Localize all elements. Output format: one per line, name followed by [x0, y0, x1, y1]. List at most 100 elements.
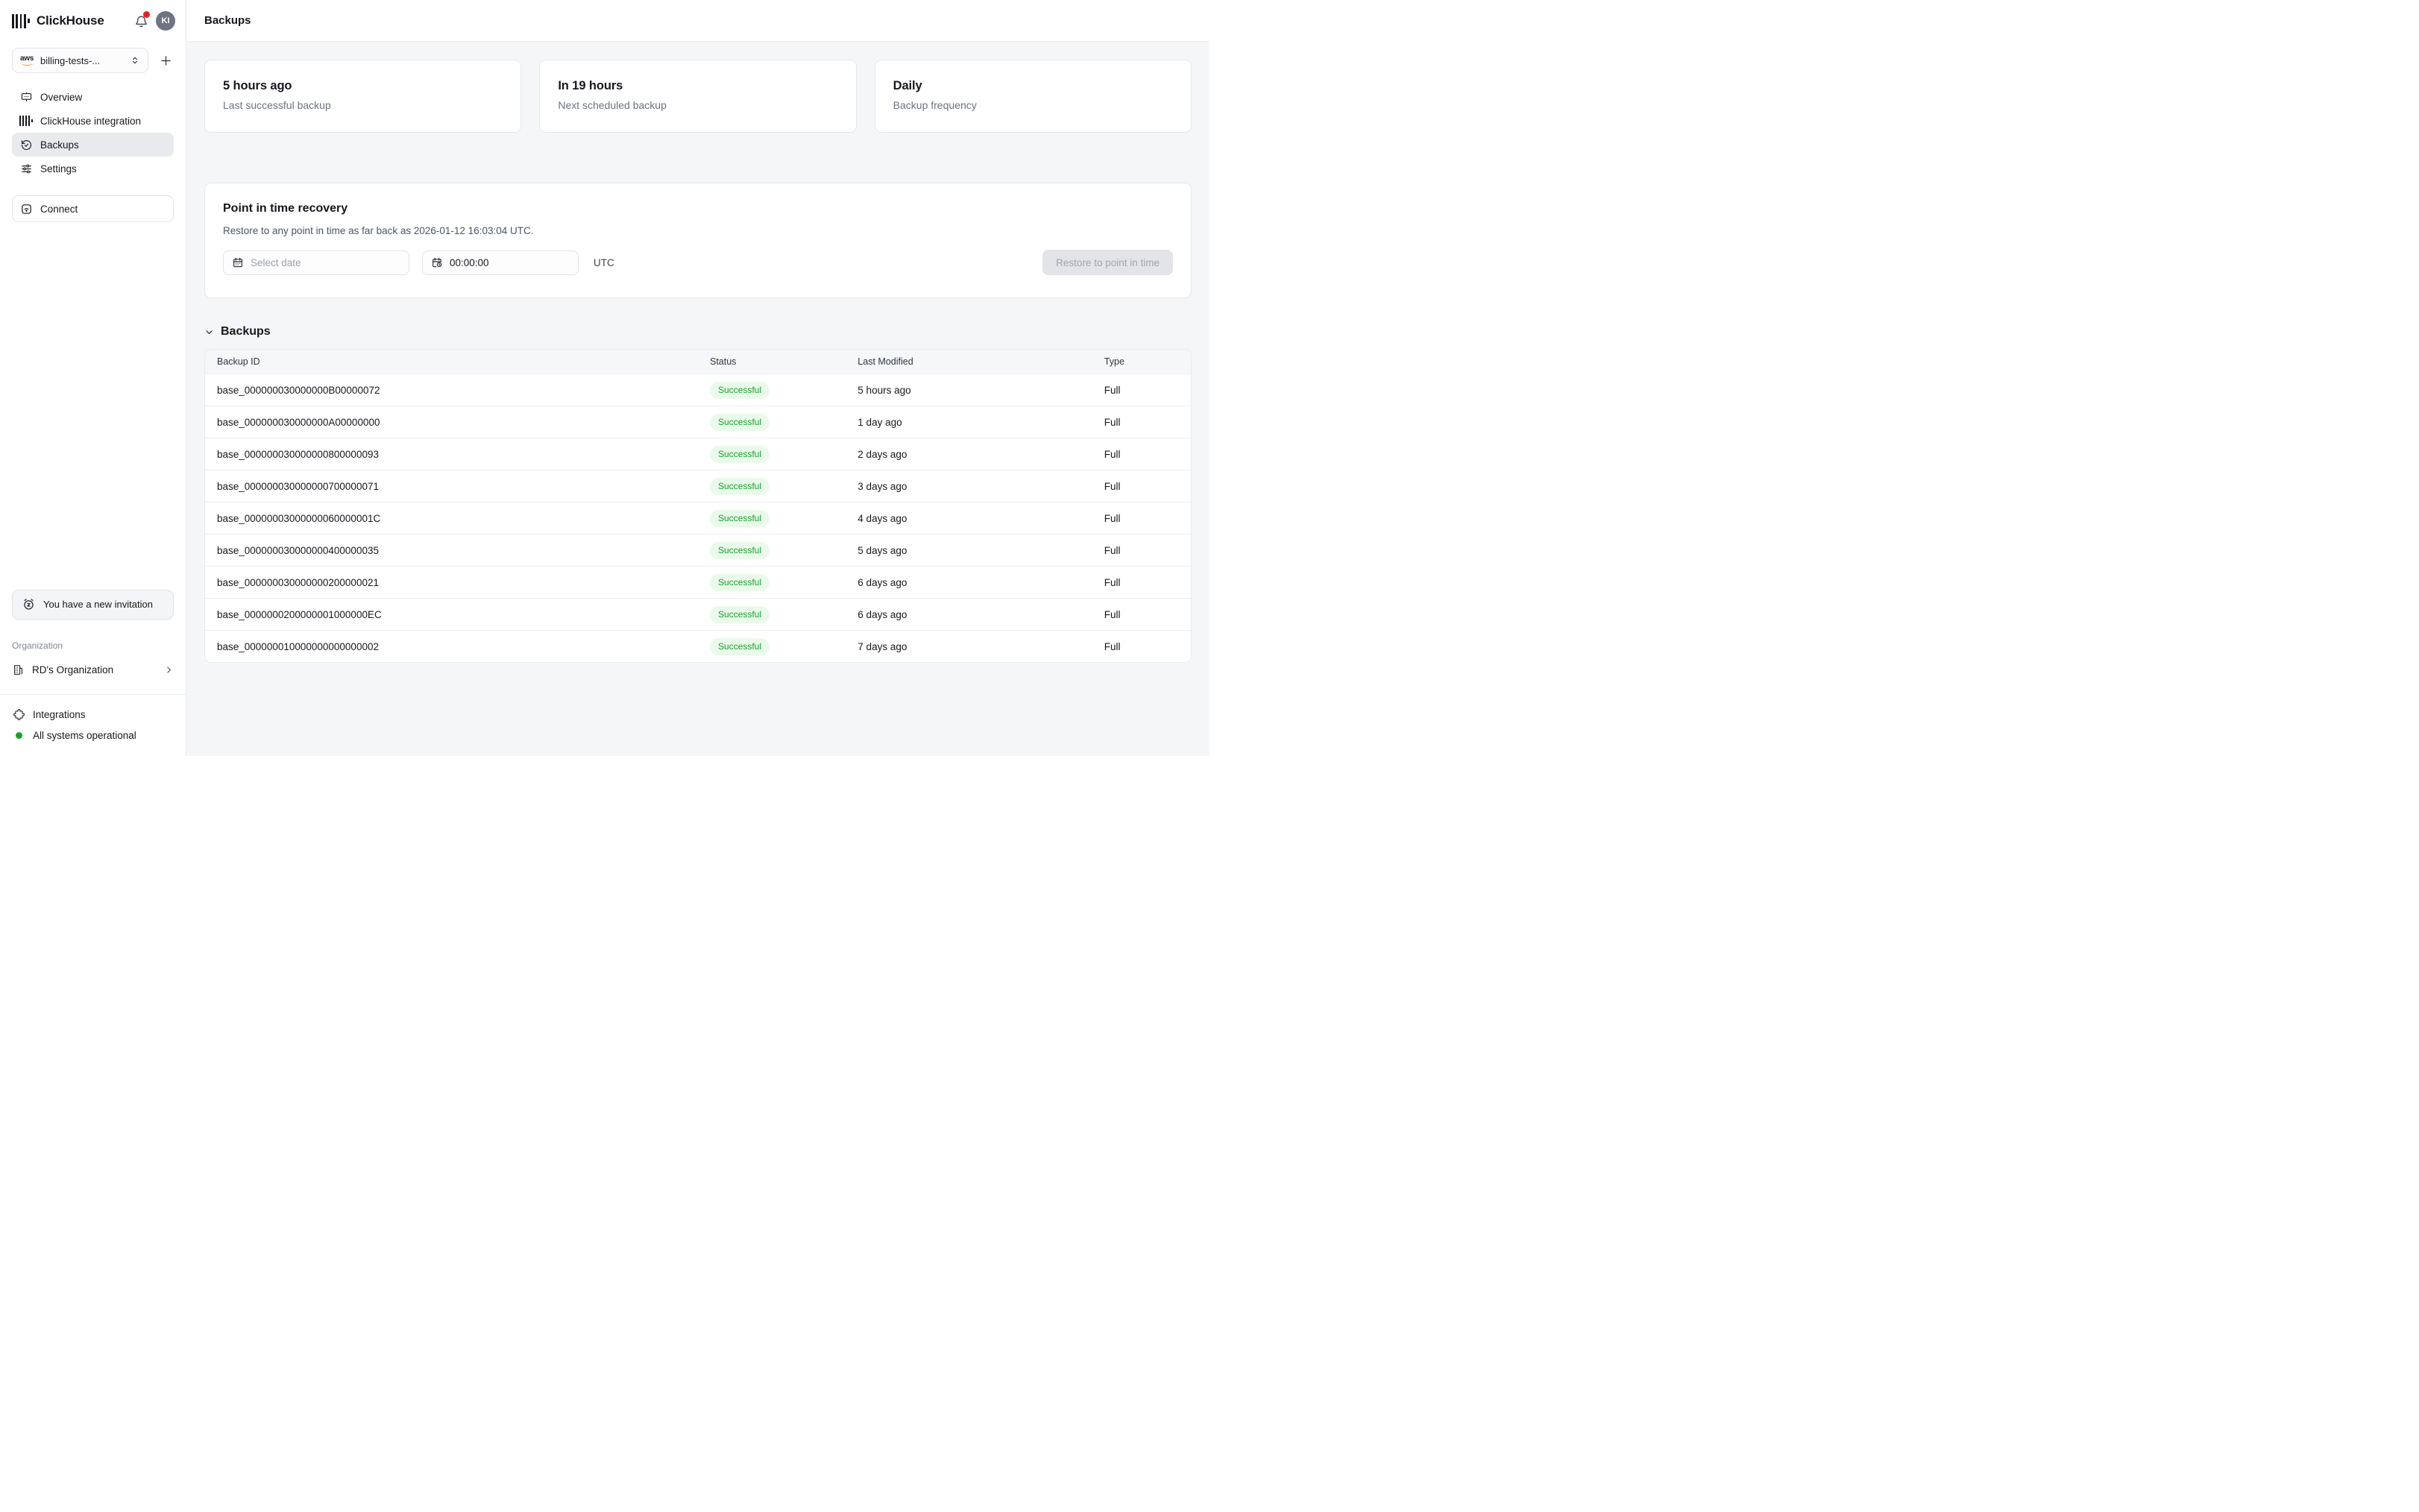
table-row[interactable]: base_000000030000000B00000072 Successful 5…	[205, 374, 1191, 406]
status-ok-dot	[15, 731, 22, 739]
integrations-link[interactable]: Integrations	[12, 704, 174, 725]
organization-name: RD's Organization	[32, 664, 114, 675]
backup-id-cell: base_000000030000000800000093	[217, 448, 379, 460]
building-icon	[12, 664, 25, 676]
sidebar-item-settings[interactable]: Settings	[12, 157, 174, 180]
status-badge: Successful	[710, 413, 770, 431]
sidebar-item-label: Backups	[40, 139, 79, 151]
backups-table: Backup ID Status Last Modified Type base…	[204, 349, 1192, 663]
status-badge: Successful	[710, 509, 770, 527]
card-subtitle: Next scheduled backup	[558, 99, 667, 111]
sliders-icon	[19, 163, 33, 175]
table-row[interactable]: base_0000000200000001000000EC Successful 6…	[205, 598, 1191, 630]
status-badge: Successful	[710, 477, 770, 495]
sidebar-item-overview[interactable]: Overview	[12, 85, 174, 109]
backup-id-cell: base_000000010000000000000002	[217, 640, 379, 652]
backup-id-cell: base_000000030000000400000035	[217, 544, 379, 556]
table-header-row: Backup ID Status Last Modified Type	[205, 350, 1191, 374]
table-row[interactable]: base_000000030000000700000071 Successful 3…	[205, 470, 1191, 502]
card-subtitle: Backup frequency	[893, 99, 977, 111]
time-input[interactable]: 00:00:00	[422, 250, 579, 275]
sidebar: ClickHouse KI aws billing-tests-...	[0, 0, 186, 756]
backup-id-cell: base_000000030000000A00000000	[217, 416, 380, 428]
organization-section-label: Organization	[12, 640, 63, 651]
type-cell: Full	[1104, 608, 1121, 620]
type-cell: Full	[1104, 480, 1121, 492]
type-cell: Full	[1104, 544, 1121, 556]
table-row[interactable]: base_000000030000000800000093 Successful 2…	[205, 438, 1191, 470]
backup-id-cell: base_000000030000000700000071	[217, 480, 379, 492]
integrations-label: Integrations	[33, 708, 86, 720]
table-row[interactable]: base_00000003000000060000001C Successful 4…	[205, 502, 1191, 534]
sidebar-item-backups[interactable]: Backups	[12, 133, 174, 157]
bell-icon	[135, 16, 147, 27]
table-row[interactable]: base_000000030000000A00000000 Successful 1…	[205, 406, 1191, 438]
type-cell: Full	[1104, 384, 1121, 396]
type-cell: Full	[1104, 576, 1121, 588]
clickhouse-brand[interactable]: ClickHouse	[12, 13, 104, 28]
status-badge: Successful	[710, 381, 770, 399]
add-service-button[interactable]	[156, 51, 175, 70]
sidebar-footer: Integrations All systems operational	[0, 694, 186, 756]
table-row[interactable]: base_000000030000000400000035 Successful 5…	[205, 534, 1191, 566]
backup-id-cell: base_00000003000000060000001C	[217, 512, 381, 524]
alarm-snooze-icon	[22, 597, 36, 611]
avatar[interactable]: KI	[156, 11, 175, 31]
clickhouse-bars-icon	[19, 116, 33, 126]
status-badge: Successful	[710, 541, 770, 559]
system-status-text: All systems operational	[33, 729, 136, 741]
status-cell: Successful	[698, 541, 846, 559]
status-cell: Successful	[698, 477, 846, 495]
last-modified-cell: 2 days ago	[858, 448, 907, 460]
plus-icon	[160, 55, 171, 66]
brand-name: ClickHouse	[36, 13, 104, 28]
sidebar-header: ClickHouse KI	[0, 0, 186, 42]
type-cell: Full	[1104, 640, 1121, 652]
backups-section-title: Backups	[221, 325, 271, 338]
sidebar-item-label: ClickHouse integration	[40, 115, 142, 127]
connect-button[interactable]: Connect	[12, 195, 174, 222]
sidebar-nav: Overview ClickHouse integration Backups	[0, 85, 186, 180]
summary-cards: 5 hours ago Last successful backup In 19…	[204, 60, 1192, 133]
pitr-description: Restore to any point in time as far back…	[223, 225, 534, 236]
organization-row[interactable]: RD's Organization	[12, 658, 174, 681]
column-header-status: Status	[710, 356, 737, 367]
sidebar-item-label: Settings	[40, 163, 77, 174]
presentation-icon	[19, 91, 33, 104]
sidebar-item-clickhouse-integration[interactable]: ClickHouse integration	[12, 109, 174, 133]
invitation-banner[interactable]: You have a new invitation	[12, 589, 174, 620]
last-modified-cell: 1 day ago	[858, 416, 902, 428]
service-selector[interactable]: aws billing-tests-...	[12, 48, 148, 73]
card-next-scheduled-backup: In 19 hours Next scheduled backup	[539, 60, 857, 133]
last-modified-cell: 7 days ago	[858, 640, 907, 652]
card-last-successful-backup: 5 hours ago Last successful backup	[204, 60, 522, 133]
table-row[interactable]: base_000000010000000000000002 Successful 7…	[205, 630, 1191, 662]
restore-button[interactable]: Restore to point in time	[1042, 250, 1173, 275]
system-status-row[interactable]: All systems operational	[12, 725, 174, 746]
puzzle-icon	[12, 708, 25, 721]
table-row[interactable]: base_000000030000000200000021 Successful 6…	[205, 566, 1191, 598]
type-cell: Full	[1104, 448, 1121, 460]
timezone-label: UTC	[594, 256, 614, 268]
last-modified-cell: 5 hours ago	[858, 384, 911, 396]
card-title: Daily	[893, 79, 922, 92]
backup-id-cell: base_0000000200000001000000EC	[217, 608, 382, 620]
main-header: Backups	[186, 0, 1210, 42]
status-badge: Successful	[710, 573, 770, 591]
status-cell: Successful	[698, 573, 846, 591]
last-modified-cell: 4 days ago	[858, 512, 907, 524]
card-subtitle: Last successful backup	[223, 99, 331, 111]
status-cell: Successful	[698, 605, 846, 623]
date-picker-input[interactable]: Select date	[223, 250, 409, 275]
last-modified-cell: 3 days ago	[858, 480, 907, 492]
time-value: 00:00:00	[450, 256, 489, 268]
column-header-type: Type	[1104, 356, 1124, 367]
calendar-clock-icon	[431, 256, 443, 268]
date-placeholder: Select date	[251, 256, 301, 268]
card-title: 5 hours ago	[223, 79, 292, 92]
last-modified-cell: 6 days ago	[858, 576, 907, 588]
column-header-last-modified: Last Modified	[858, 356, 913, 367]
collapse-chevron-icon[interactable]	[204, 327, 214, 337]
last-modified-cell: 5 days ago	[858, 544, 907, 556]
notifications-button[interactable]	[133, 11, 150, 29]
